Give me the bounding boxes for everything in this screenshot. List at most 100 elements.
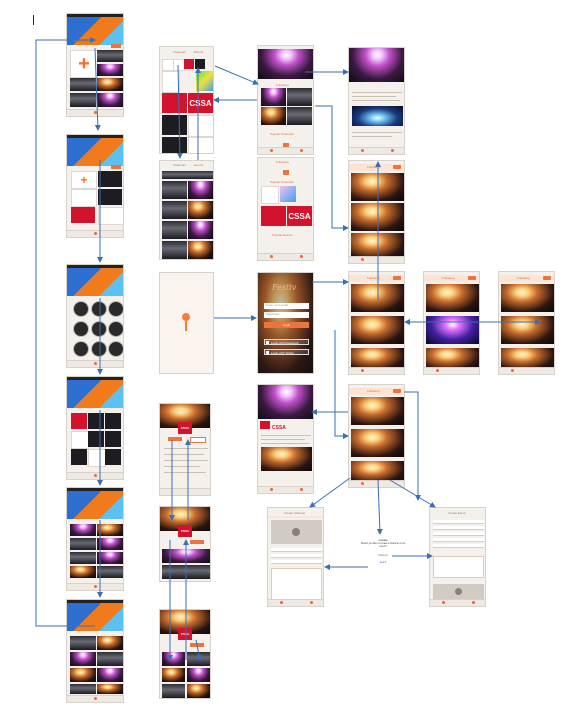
photo-tile[interactable] bbox=[97, 652, 123, 666]
channel-logo-tile[interactable] bbox=[261, 186, 279, 204]
featured-banner[interactable] bbox=[258, 49, 313, 79]
tab-channels[interactable]: Channels bbox=[173, 163, 186, 167]
add-channel-tile[interactable]: + bbox=[70, 50, 98, 78]
channel-logo-tile[interactable] bbox=[71, 207, 95, 223]
event-thumb[interactable] bbox=[162, 565, 210, 579]
event-thumb[interactable] bbox=[162, 221, 187, 239]
event-channel-field[interactable] bbox=[433, 544, 484, 548]
photo-tile[interactable] bbox=[97, 636, 123, 650]
channel-tile[interactable] bbox=[70, 78, 96, 91]
channel-logo-tile[interactable] bbox=[105, 413, 121, 429]
event-time-field[interactable] bbox=[433, 532, 484, 536]
event-tile[interactable] bbox=[70, 552, 96, 564]
event-location-field[interactable] bbox=[433, 538, 484, 542]
search-icon[interactable] bbox=[283, 143, 289, 148]
event-tile[interactable] bbox=[97, 538, 123, 550]
channel-image-picker[interactable] bbox=[271, 520, 322, 544]
feed-card[interactable] bbox=[351, 348, 404, 370]
channel-description-field[interactable] bbox=[271, 568, 322, 600]
avatar[interactable] bbox=[108, 321, 123, 337]
event-thumb[interactable] bbox=[162, 201, 187, 219]
channel-logo-tile[interactable] bbox=[71, 189, 97, 207]
event-thumb[interactable] bbox=[188, 241, 213, 259]
email-input[interactable]: Enter your email bbox=[264, 303, 309, 309]
feed-card[interactable] bbox=[351, 173, 404, 201]
event-photo[interactable] bbox=[352, 106, 403, 126]
event-tile[interactable] bbox=[97, 552, 123, 564]
channel-logo-tile[interactable] bbox=[98, 171, 122, 187]
feed-card[interactable] bbox=[426, 348, 479, 370]
tab-channels[interactable]: Channels bbox=[173, 50, 186, 54]
channel-logo-tile[interactable] bbox=[196, 71, 213, 91]
feed-card[interactable] bbox=[351, 429, 404, 457]
event-tile[interactable] bbox=[70, 524, 96, 536]
channel-tile[interactable] bbox=[70, 93, 96, 107]
event-thumb[interactable] bbox=[162, 549, 210, 563]
password-input[interactable]: Password bbox=[264, 312, 309, 318]
avatar[interactable] bbox=[73, 321, 89, 337]
photo-tile[interactable] bbox=[187, 668, 210, 682]
tab-events[interactable]: Events bbox=[194, 50, 204, 54]
channel-logo-tile[interactable] bbox=[88, 431, 104, 447]
event-image-picker[interactable] bbox=[433, 584, 484, 600]
event-thumb[interactable] bbox=[162, 171, 213, 179]
feed-card[interactable] bbox=[351, 461, 404, 483]
add-channel-tile[interactable]: + bbox=[71, 171, 97, 189]
channel-logo-tile[interactable] bbox=[195, 59, 205, 69]
channel-logo-tile[interactable] bbox=[71, 449, 87, 465]
edit-button[interactable] bbox=[111, 44, 121, 48]
event-thumb[interactable] bbox=[287, 107, 312, 125]
photo-tile[interactable] bbox=[162, 652, 185, 666]
feed-card[interactable] bbox=[501, 284, 554, 312]
channel-tile[interactable] bbox=[97, 50, 123, 62]
event-thumb[interactable] bbox=[188, 181, 213, 199]
event-tile[interactable] bbox=[70, 566, 96, 578]
feed-card[interactable] bbox=[501, 348, 554, 370]
channel-logo-tile[interactable] bbox=[105, 449, 121, 465]
photos-tab-button[interactable] bbox=[190, 643, 204, 647]
feed-card[interactable] bbox=[351, 284, 404, 312]
channel-logo-tile[interactable] bbox=[188, 137, 213, 153]
channel-logo-tile[interactable] bbox=[71, 413, 87, 429]
photo-tile[interactable] bbox=[97, 684, 123, 694]
avatar[interactable] bbox=[91, 301, 107, 317]
photo-tile[interactable] bbox=[70, 652, 96, 666]
channel-logo-tile[interactable] bbox=[184, 59, 194, 69]
channel-logo-tile[interactable] bbox=[98, 207, 123, 225]
event-name-field[interactable] bbox=[433, 520, 484, 524]
photo-tile[interactable] bbox=[187, 684, 210, 698]
channel-logo-tile[interactable] bbox=[162, 71, 180, 93]
cssa-channel-tile[interactable]: CSSA bbox=[188, 93, 213, 113]
event-thumb[interactable] bbox=[261, 88, 286, 106]
channel-logo-tile[interactable] bbox=[162, 137, 187, 153]
search-icon[interactable] bbox=[283, 170, 289, 175]
avatar[interactable] bbox=[73, 301, 89, 317]
event-thumb[interactable] bbox=[188, 221, 213, 239]
channel-tile[interactable] bbox=[97, 93, 123, 107]
edit-button[interactable] bbox=[111, 165, 121, 169]
channel-logo-tile[interactable] bbox=[88, 449, 106, 467]
photo-tile[interactable] bbox=[97, 668, 123, 682]
avatar[interactable] bbox=[108, 341, 123, 357]
avatar[interactable] bbox=[108, 301, 123, 317]
photo-tile[interactable] bbox=[70, 668, 96, 682]
event-thumb[interactable] bbox=[188, 201, 213, 219]
facebook-login-button[interactable]: Login with Facebook bbox=[264, 339, 309, 345]
event-button[interactable] bbox=[190, 437, 206, 443]
channel-name-field[interactable] bbox=[271, 548, 322, 552]
channel-logo-tile[interactable] bbox=[88, 413, 104, 429]
event-tile[interactable] bbox=[97, 566, 123, 578]
channel-tile[interactable] bbox=[97, 78, 123, 91]
photo-tile[interactable] bbox=[70, 684, 96, 694]
avatar[interactable] bbox=[73, 341, 89, 357]
event-tile[interactable] bbox=[97, 524, 123, 536]
cssa-channel-tile[interactable]: CSSA bbox=[287, 206, 312, 226]
event-thumb[interactable] bbox=[261, 107, 286, 125]
event-tile[interactable] bbox=[70, 538, 96, 550]
channel-logo-tile[interactable] bbox=[71, 431, 89, 449]
channel-location-field[interactable] bbox=[271, 560, 322, 564]
photo-tile[interactable] bbox=[162, 684, 185, 698]
twitter-login-button[interactable]: Login with Twitter bbox=[264, 349, 309, 355]
photo-tile[interactable] bbox=[187, 652, 210, 666]
photo-tile[interactable] bbox=[70, 636, 96, 650]
